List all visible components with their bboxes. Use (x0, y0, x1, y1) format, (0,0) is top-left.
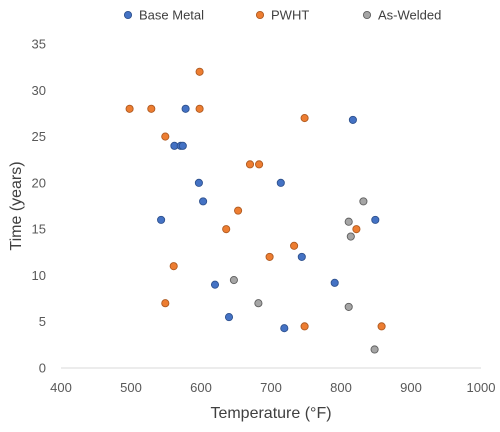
point-base-metal (276, 178, 285, 187)
point-base-metal (280, 324, 289, 333)
point-base-metal (178, 141, 187, 150)
x-axis-title: Temperature (°F) (210, 405, 331, 422)
point-base-metal (348, 115, 357, 124)
point-as-welded (359, 197, 368, 206)
y-tick-label: 30 (32, 83, 46, 98)
chart-legend: Base Metal PWHT As-Welded (123, 8, 441, 23)
point-pwht (169, 262, 178, 271)
y-tick-label: 10 (32, 268, 46, 283)
x-axis-ticks: 400 500 600 700 800 900 1000 (50, 380, 495, 395)
point-pwht (245, 160, 255, 169)
point-pwht (125, 104, 134, 113)
x-tick-label: 400 (50, 380, 72, 395)
point-base-metal (194, 178, 203, 187)
legend-marker (362, 10, 372, 20)
point-as-welded (344, 302, 353, 311)
x-tick-label: 900 (400, 380, 422, 395)
point-pwht (147, 104, 156, 113)
x-tick-label: 800 (330, 380, 352, 395)
point-pwht (161, 132, 170, 141)
legend-label: PWHT (271, 8, 309, 23)
point-pwht (377, 322, 386, 331)
point-base-metal (371, 215, 380, 224)
point-pwht (195, 67, 204, 76)
point-base-metal (210, 280, 220, 289)
x-tick-label: 500 (120, 380, 142, 395)
y-axis-title: Time (years) (8, 161, 25, 250)
legend-label: As-Welded (378, 8, 441, 23)
y-axis-ticks: 0 5 10 15 20 25 30 35 (32, 37, 46, 376)
point-as-welded (370, 345, 379, 354)
point-as-welded (346, 232, 355, 241)
point-base-metal (297, 252, 306, 261)
point-base-metal (199, 197, 208, 206)
point-pwht (265, 252, 274, 261)
y-tick-label: 0 (39, 361, 46, 376)
point-pwht (161, 299, 170, 308)
x-tick-label: 700 (260, 380, 282, 395)
data-points (125, 67, 386, 354)
point-pwht (352, 225, 361, 234)
x-tick-label: 1000 (467, 380, 496, 395)
point-base-metal (224, 313, 234, 322)
x-tick-label: 600 (190, 380, 212, 395)
point-as-welded (254, 299, 263, 308)
point-as-welded (229, 276, 238, 285)
point-pwht (195, 104, 204, 113)
y-tick-label: 5 (39, 314, 46, 329)
point-base-metal (181, 104, 190, 113)
point-pwht (222, 225, 231, 234)
legend-marker (123, 10, 133, 20)
y-tick-label: 20 (32, 175, 46, 190)
y-tick-label: 25 (32, 129, 46, 144)
point-pwht (290, 241, 299, 250)
point-as-welded (344, 217, 353, 226)
point-pwht (234, 206, 243, 215)
point-pwht (300, 322, 309, 331)
point-base-metal (157, 215, 166, 224)
y-tick-label: 35 (32, 37, 46, 52)
legend-label: Base Metal (139, 8, 204, 23)
point-pwht (255, 160, 264, 169)
legend-marker (255, 10, 265, 20)
y-tick-label: 15 (32, 222, 46, 237)
point-base-metal (330, 278, 339, 287)
point-pwht (300, 114, 309, 123)
